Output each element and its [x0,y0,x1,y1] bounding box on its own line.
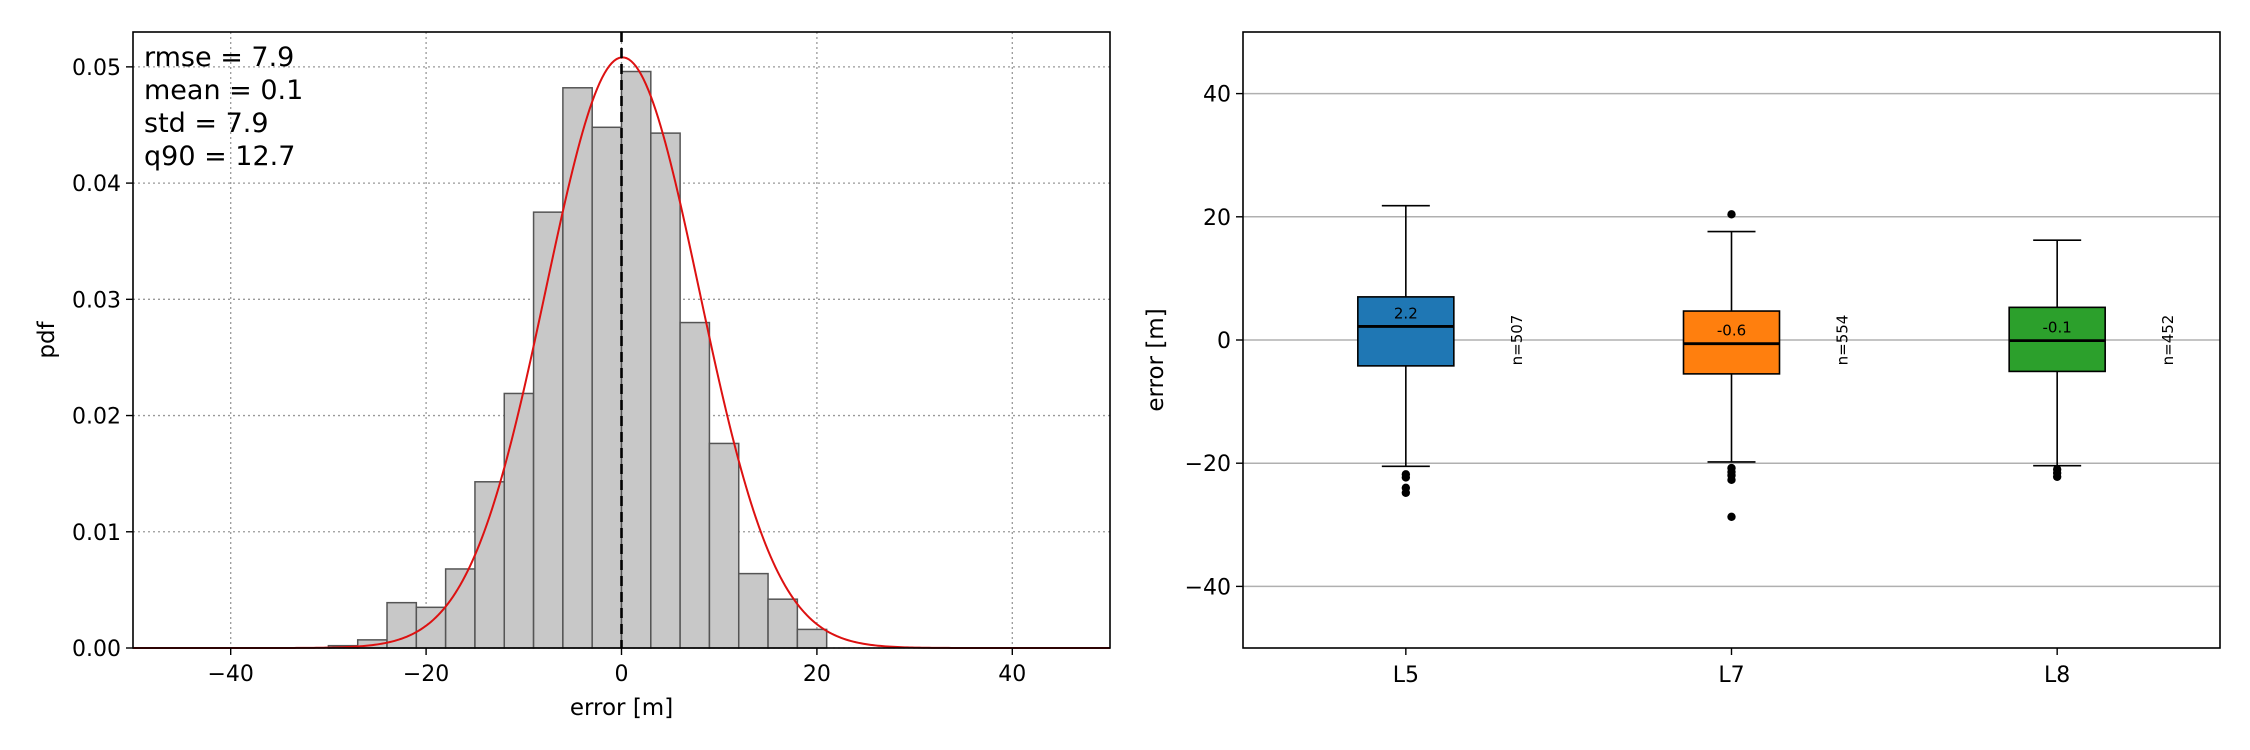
box-group-l8: -0.1 n=452 [2008,239,2177,481]
histogram-bar [620,70,652,649]
histogram-bar [767,598,799,649]
histogram-bar [474,481,506,649]
histogram-bar [796,628,828,649]
box-group-l5: 2.2 n=507 [1357,204,1526,497]
histogram-y-tick-label: 0.03 [72,288,121,313]
box-iqr [1357,296,1455,367]
histogram-y-tick-label: 0.05 [72,56,121,81]
outlier-point [1727,512,1736,521]
histogram-x-tick-label: −40 [207,662,253,687]
boxplot-category-label: L8 [2044,663,2070,688]
outlier-point [2052,472,2062,481]
box-group-l7: -0.6 n=554 [1682,210,1852,521]
histogram-y-tick-label: 0.04 [72,172,121,197]
boxplot-y-tick-label: 40 [1203,83,1231,108]
histogram-y-tick-label: 0.00 [72,637,121,662]
histogram-x-tick-label: 20 [803,662,831,687]
histogram-bar [650,132,681,649]
histogram-x-axis-label: error [m] [570,695,673,721]
histogram-bar [444,568,476,649]
histogram-bar [679,321,711,649]
outlier-point [1727,210,1736,219]
median-value-label: -0.1 [2043,319,2072,337]
stats-line: mean = 0.1 [144,75,303,106]
boxplot-y-tick-label: 20 [1203,206,1231,231]
boxplot-y-tick-label: −20 [1185,452,1231,477]
sample-count-label: n=452 [2159,315,2177,366]
histogram-bar [532,211,564,649]
boxplot-category-label: L5 [1393,663,1419,688]
boxplot-y-tick-label: −40 [1185,575,1231,600]
boxplot-panel: 2.2 n=507 -0.6 n=554 -0.1 n=452 −40 −20 0 20 40 L5 L… [1143,31,2221,688]
histogram-bar [591,126,623,649]
stats-line: std = 7.9 [144,108,269,139]
median-value-label: 2.2 [1394,304,1418,322]
histogram-y-tick-label: 0.01 [72,521,121,546]
histogram-x-tick-label: −20 [403,662,449,687]
histogram-y-tick-label: 0.02 [72,405,121,430]
boxplot-y-axis-label: error [m] [1143,308,1169,411]
histogram-panel: −40 −20 0 20 40 0.00 0.01 0.02 0.03 0.04 0.05 error… [34,31,1111,721]
histogram-x-tick-label: 40 [998,662,1026,687]
histogram-bar [562,87,593,649]
boxplot-y-tick-label: 0 [1217,329,1231,354]
histogram-bar [503,392,535,649]
sample-count-label: n=554 [1834,315,1852,366]
outlier-point [1401,473,1411,482]
stats-line: rmse = 7.9 [144,42,294,73]
stats-line: q90 = 12.7 [144,141,295,172]
outlier-point [1401,488,1411,497]
histogram-bar [708,442,740,649]
histogram-bar [415,606,447,649]
histogram-bar [737,572,769,649]
histogram-x-tick-label: 0 [615,662,629,687]
outlier-point [1727,475,1736,485]
histogram-y-axis-label: pdf [34,320,60,358]
median-value-label: -0.6 [1717,322,1746,340]
boxplot-category-label: L7 [1718,663,1744,688]
sample-count-label: n=507 [1508,315,1526,366]
